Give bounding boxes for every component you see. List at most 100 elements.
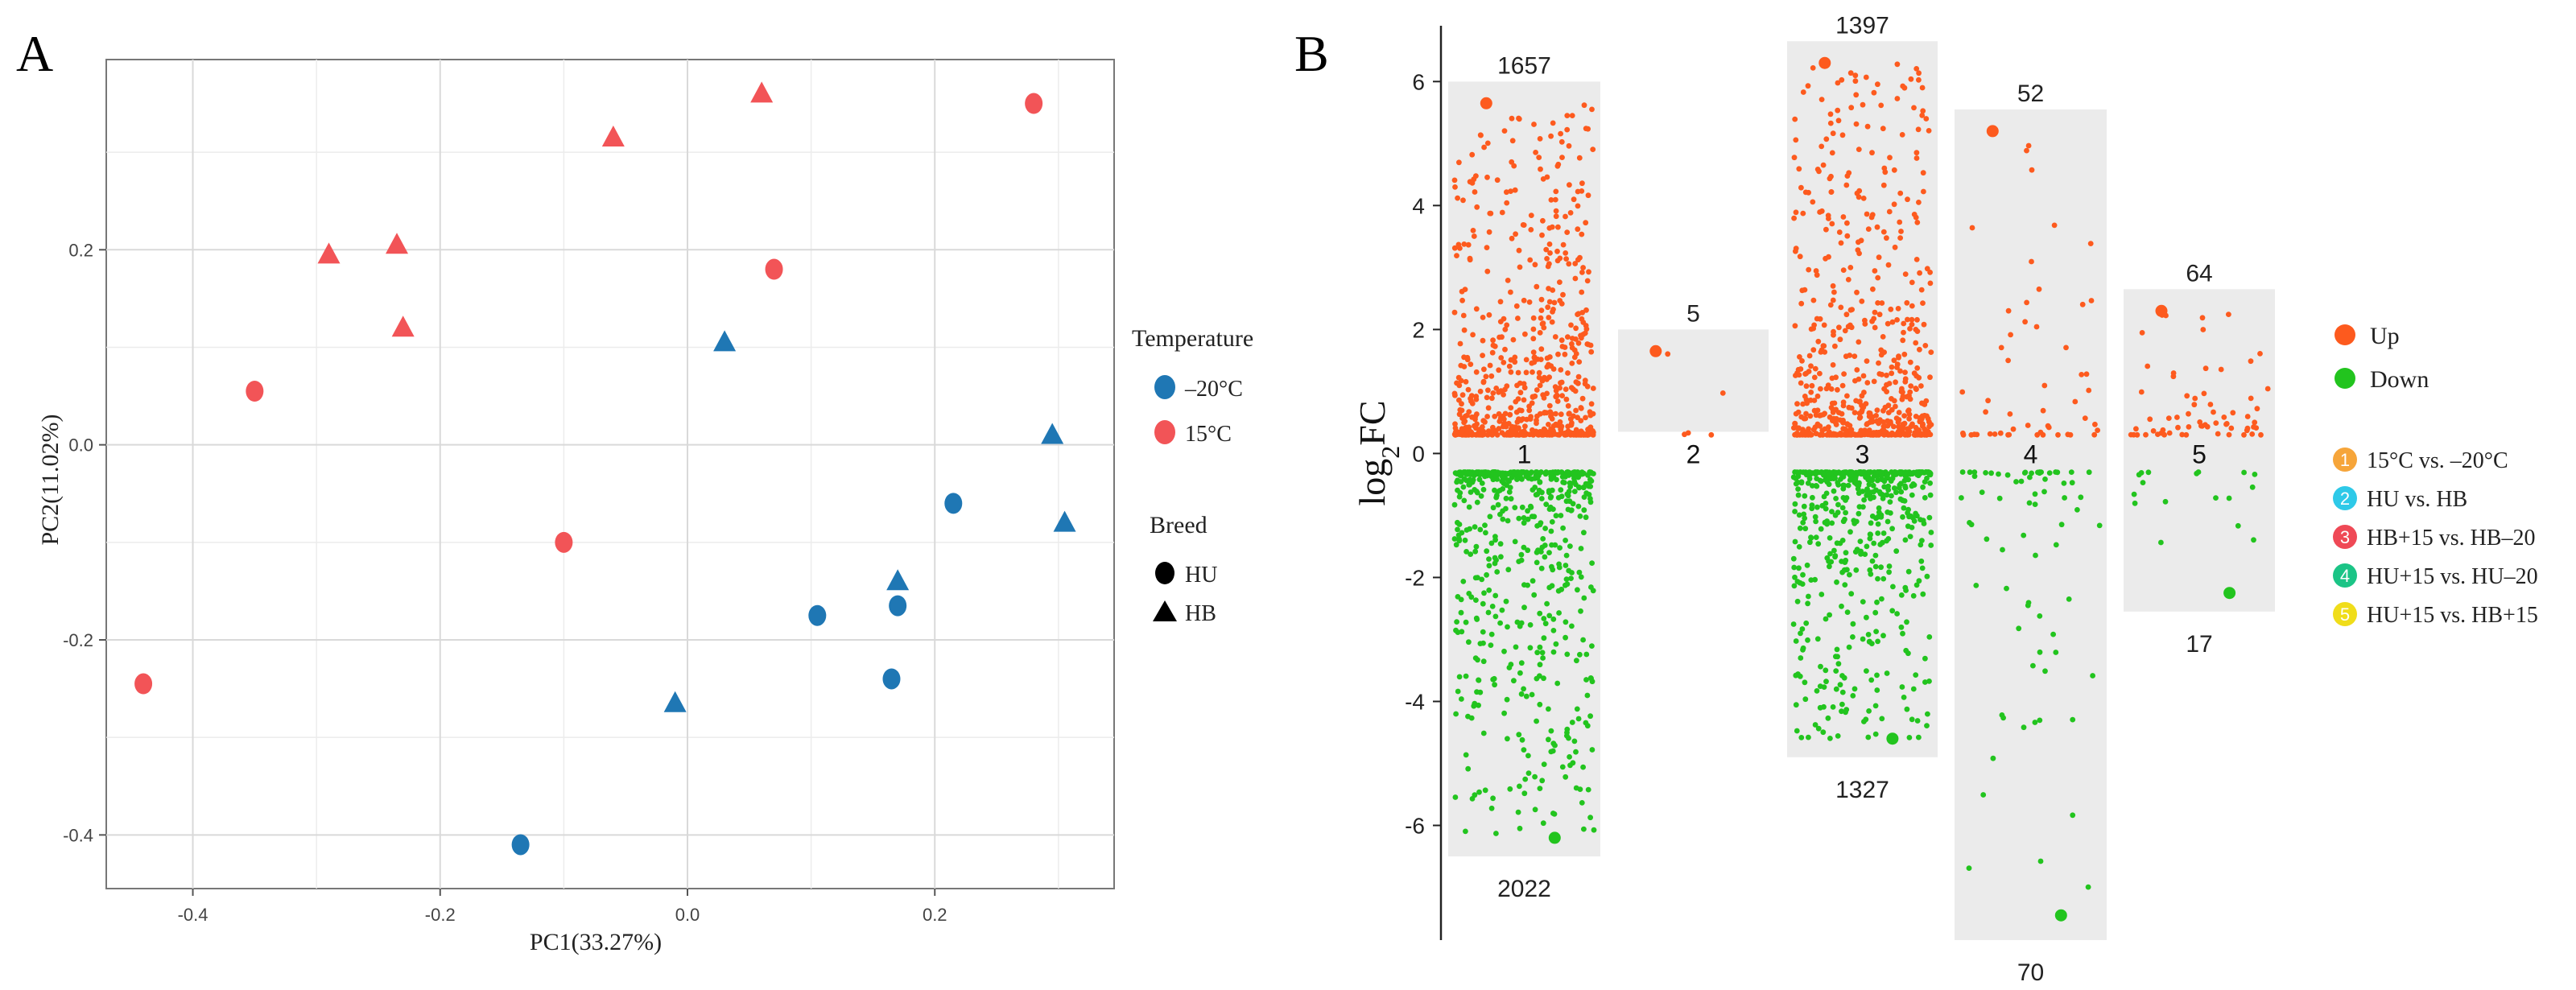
up-point xyxy=(1852,78,1859,85)
x-tick-label: 0.2 xyxy=(923,905,947,925)
up-point xyxy=(1926,419,1932,425)
down-point xyxy=(1517,670,1523,676)
up-point xyxy=(2254,406,2260,412)
down-point xyxy=(1884,538,1889,544)
up-point xyxy=(1508,405,1514,410)
down-point xyxy=(1586,483,1592,489)
x-tick-label: 0.0 xyxy=(675,905,700,925)
down-point xyxy=(1839,505,1846,511)
down-point xyxy=(1874,672,1880,679)
down-point xyxy=(1453,711,1459,717)
up-point xyxy=(1905,316,1910,323)
up-point xyxy=(1560,291,1566,298)
down-point xyxy=(1472,575,1479,581)
up-point xyxy=(1550,309,1555,315)
up-point xyxy=(1501,316,1507,322)
up-point xyxy=(2221,415,2227,420)
down-point xyxy=(1920,484,1926,490)
up-point xyxy=(1974,431,1980,438)
down-point xyxy=(1501,648,1507,654)
up-point xyxy=(1874,407,1880,413)
down-point xyxy=(1913,510,1919,517)
down-point xyxy=(1536,487,1542,493)
down-point xyxy=(1506,489,1513,495)
up-point xyxy=(1806,353,1813,359)
down-point xyxy=(1476,702,1481,708)
up-point xyxy=(1521,385,1528,391)
up-point xyxy=(1796,166,1802,172)
up-point xyxy=(1866,413,1872,419)
down-point xyxy=(1499,607,1505,613)
up-point xyxy=(1486,311,1492,318)
up-point xyxy=(1791,155,1798,161)
up-point xyxy=(1835,107,1841,113)
down-point xyxy=(1550,628,1557,633)
down-point xyxy=(1846,644,1852,650)
down-point xyxy=(2251,537,2256,543)
down-point xyxy=(1805,600,1811,607)
up-point xyxy=(2079,301,2086,307)
up-point xyxy=(1826,216,1831,221)
down-point xyxy=(1583,651,1590,658)
down-point xyxy=(1477,526,1484,533)
down-point xyxy=(1546,550,1552,555)
up-point xyxy=(1452,421,1458,427)
down-point xyxy=(1505,518,1511,524)
up-point xyxy=(2186,424,2192,430)
up-point xyxy=(2133,426,2139,432)
up-point xyxy=(1583,307,1589,313)
down-point xyxy=(1827,736,1833,741)
panel-a-label: A xyxy=(16,25,53,82)
up-point xyxy=(1798,414,1805,420)
up-point xyxy=(1493,386,1500,391)
up-point xyxy=(1799,287,1806,294)
up-point xyxy=(1528,227,1534,233)
up-point xyxy=(1559,344,1566,349)
down-point xyxy=(1835,661,1842,667)
down-point xyxy=(1966,865,1972,871)
up-point xyxy=(1517,407,1523,413)
down-point xyxy=(1500,516,1506,522)
down-point xyxy=(1492,537,1498,543)
up-point xyxy=(1497,299,1504,305)
down-point xyxy=(1492,487,1497,493)
down-point xyxy=(1794,728,1800,734)
down-point xyxy=(1573,481,1579,488)
down-point xyxy=(1913,672,1919,678)
down-point xyxy=(1486,563,1492,569)
up-point xyxy=(1798,366,1804,372)
up-point xyxy=(2226,431,2232,438)
up-count-label: 1397 xyxy=(1835,12,1889,39)
down-point xyxy=(1795,492,1802,498)
down-point xyxy=(1864,668,1869,674)
down-point xyxy=(1886,569,1893,575)
up-point xyxy=(1811,374,1818,381)
down-point xyxy=(1834,646,1840,653)
down-point xyxy=(1560,525,1566,531)
up-point xyxy=(1488,373,1495,379)
up-point xyxy=(1469,180,1476,186)
up-point xyxy=(1578,405,1584,411)
down-point xyxy=(1462,537,1468,543)
down-point xyxy=(1506,478,1513,485)
down-point xyxy=(1818,526,1824,532)
up-point xyxy=(1452,184,1458,190)
up-point xyxy=(1477,388,1484,394)
up-point xyxy=(1811,407,1818,414)
up-point xyxy=(1854,367,1860,373)
up-point xyxy=(1533,150,1538,155)
up-point xyxy=(1480,353,1485,358)
up-point xyxy=(2253,425,2260,431)
log2fc-tick-label: -2 xyxy=(1405,565,1425,590)
up-point xyxy=(1532,393,1538,399)
down-point xyxy=(1872,552,1879,559)
down-point xyxy=(1832,554,1838,560)
up-point xyxy=(1504,383,1510,390)
down-point xyxy=(1872,731,1879,737)
down-point xyxy=(1827,551,1833,557)
up-point xyxy=(2175,424,2181,431)
down-point xyxy=(2032,491,2038,497)
up-point xyxy=(1544,355,1550,361)
up-point xyxy=(2166,430,2173,436)
up-point xyxy=(1573,407,1579,414)
